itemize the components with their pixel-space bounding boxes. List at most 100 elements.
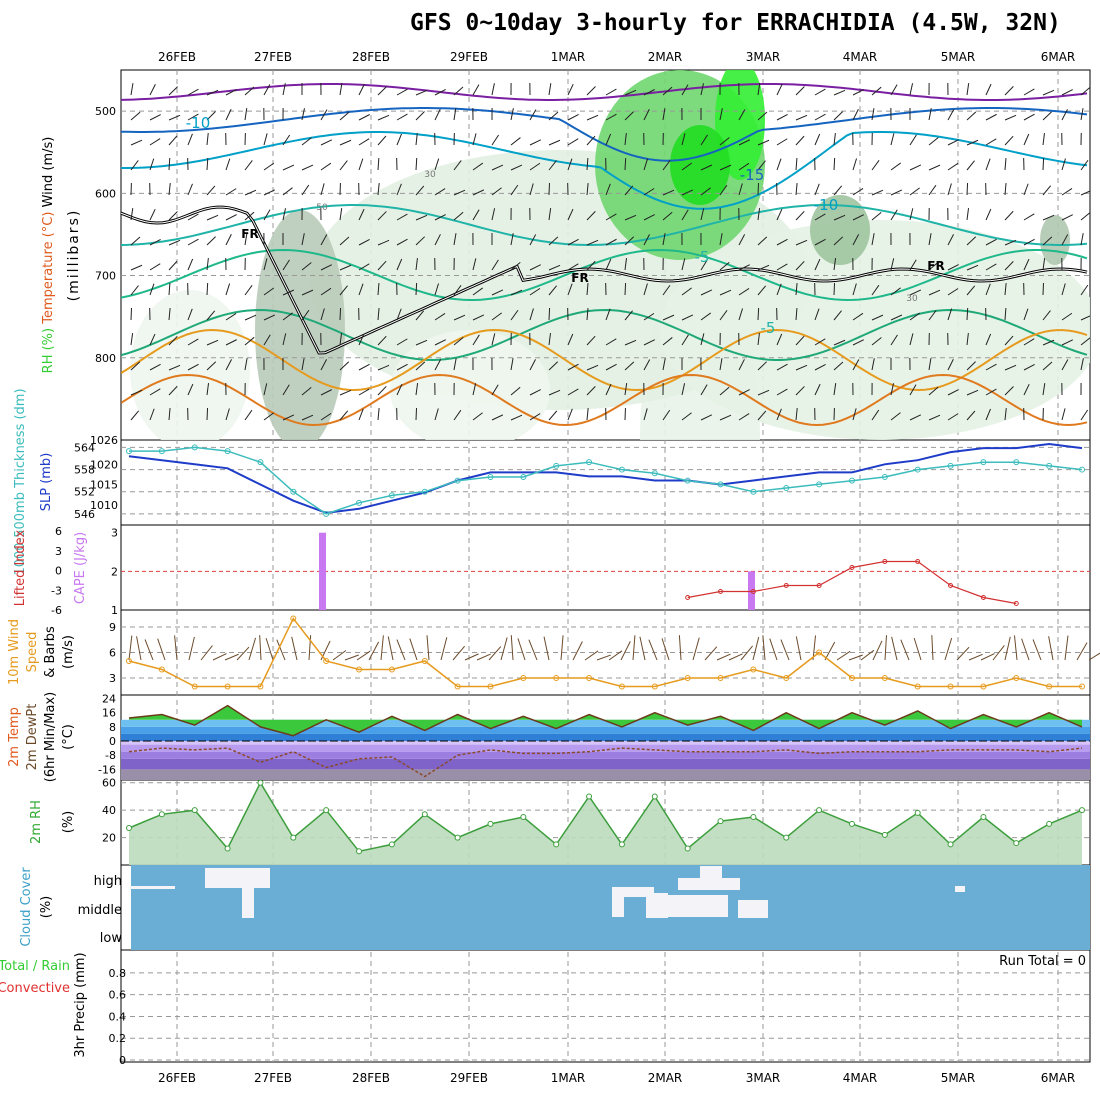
wind-barb [966,410,976,421]
wind-barb [206,339,219,346]
wind-barb [377,86,387,96]
wind-barb [890,84,898,96]
wind-barb [415,282,418,296]
thickness-point [1046,462,1053,469]
wind-barb [339,111,350,121]
wind-barb [1004,364,1017,371]
temp-tick: 8 [109,721,116,734]
wind-barb [1023,308,1029,321]
wind-barb [529,109,537,121]
wind-barb [833,89,846,96]
wind-barb [1061,339,1074,346]
wind-barb [453,314,466,321]
wind-barb [567,83,574,96]
wind-barb [1023,183,1029,196]
contour-annotation: 50 [316,203,328,213]
wind-barb [225,88,237,96]
wind-barb [301,386,312,396]
wind-barb [890,189,903,196]
wind-barb [624,383,628,396]
wind-barb [1061,408,1066,421]
wind-barb [700,289,713,296]
temp-tick: 24 [102,693,116,706]
wind-barb [681,133,686,146]
wind-barb [263,412,274,421]
wind-barb [605,88,617,96]
wind-barb-10m [528,639,538,661]
wind-barb-10m [248,637,257,661]
wind-barb [187,213,199,221]
precip-tick: 0 [119,1054,126,1067]
wind-speed-point [750,666,757,673]
wind-barb [415,89,428,96]
wind-barb [700,187,711,196]
wind-barb [833,361,844,371]
wind-barb [263,383,268,396]
wind-barb [643,408,648,421]
thickness-line [129,446,1083,515]
wind-barb [567,138,579,146]
cloud-ylabel-unit: (%) [39,896,54,919]
wind-barb [795,210,805,221]
thickness-point [290,488,297,495]
wind-barb-10m [409,638,418,661]
wind-barb [890,162,902,171]
wind-barb [225,313,237,321]
wind-barb [1023,338,1035,346]
wind-barb [168,157,171,171]
wind-barb [472,133,477,146]
rh-point [356,848,363,855]
wind-speed-line [128,617,1082,688]
wind-barb [605,363,617,371]
wind-barb [643,188,655,196]
wind-barb-10m [128,635,133,661]
wind-barb [339,361,350,371]
wind-speed-point [717,675,724,681]
wind-barb [700,259,708,271]
rh-point [323,807,330,814]
wind-barb [909,208,914,221]
wind-barb [206,214,219,221]
rh-point [684,845,691,852]
wind-barb [700,414,713,421]
lifted-tick: 0 [55,565,62,578]
wind-barb [510,414,523,421]
contour-annotation: -15 [740,166,765,184]
rh-point [487,820,494,827]
wind-barb [187,88,199,96]
wind-barb [1042,157,1045,171]
wind-barb [681,189,694,196]
wind-barb [662,189,675,196]
wind-barb [491,208,496,221]
wind-barb [776,83,783,96]
wind-barb [472,334,480,346]
wind-barb [377,211,387,221]
wind-barb [453,233,457,246]
wind-barb [1023,113,1035,121]
cloud-patch [612,887,624,917]
pressure-tick: 800 [95,352,116,365]
slp-line [128,442,1083,514]
wind-barb [719,137,730,146]
precip-ylabel-part: Convective [0,981,70,996]
wind-barb [833,282,836,296]
wind-barb [833,339,846,346]
rh-point [421,811,428,818]
rh-point [257,779,264,786]
wind-barb [415,361,426,371]
wind-barb [130,333,134,346]
wind-barb [206,185,216,196]
wind-barb [605,258,612,271]
wind-barb [377,239,390,246]
wind-barb-10m [380,635,384,661]
wind-barb [149,208,156,221]
wind-barb [738,183,743,196]
wind-barb [890,334,898,346]
cape-tick: 1 [111,604,118,617]
wind-barb [472,84,480,96]
wind-speed-point [881,675,888,681]
wind-barb [149,333,156,346]
wind-barb [168,239,181,246]
wind-barb [263,84,271,96]
wind-barb [852,339,865,346]
